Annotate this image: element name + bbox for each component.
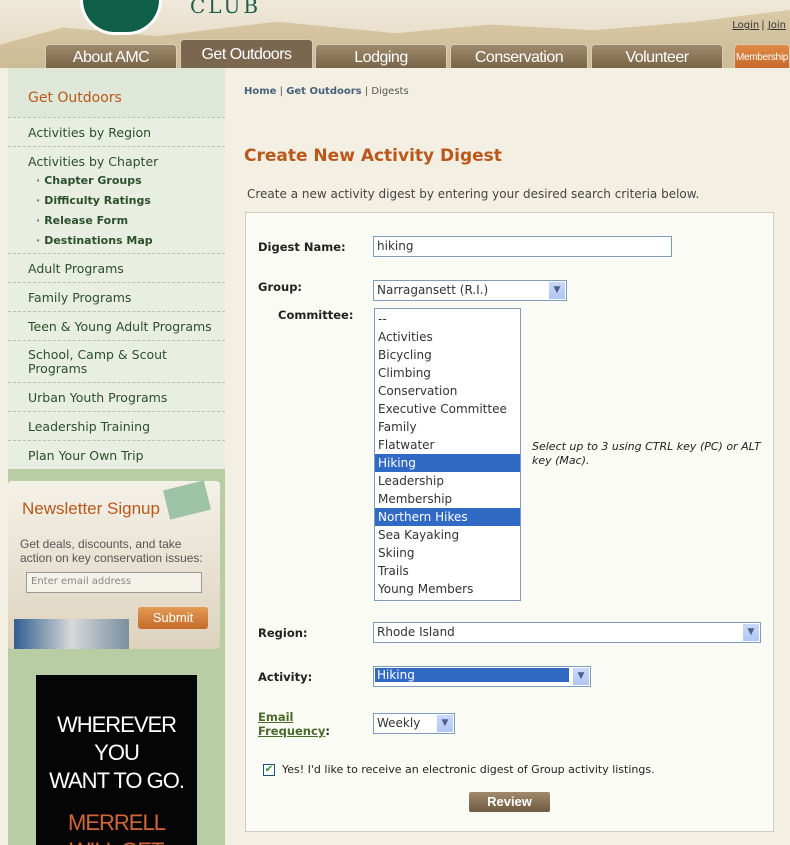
chevron-down-icon: ▼ [573, 668, 589, 685]
committee-option[interactable]: Skiing [378, 546, 415, 560]
sidebar-item-urban-youth[interactable]: Urban Youth Programs [8, 382, 225, 411]
page-intro: Create a new activity digest by entering… [247, 187, 700, 201]
join-link[interactable]: Join [767, 20, 786, 31]
tab-lodging[interactable]: Lodging [315, 44, 447, 68]
digest-name-label: Digest Name: [258, 240, 346, 254]
group-label: Group: [258, 280, 303, 294]
committee-label: Committee: [278, 308, 354, 322]
committee-listbox[interactable]: -- Activities Bicycling Climbing Conservatio… [374, 308, 521, 601]
chevron-down-icon: ▼ [437, 715, 453, 732]
email-frequency-link[interactable]: Frequency [258, 724, 326, 738]
committee-option[interactable]: Trails [378, 564, 409, 578]
committee-option[interactable]: Hiking [375, 454, 520, 472]
sidebar-item-plan-your-own-trip[interactable]: Plan Your Own Trip [8, 440, 225, 469]
email-frequency-select[interactable]: Weekly ▼ [373, 713, 455, 734]
amc-logo[interactable] [80, 0, 162, 35]
committee-option[interactable]: Family [378, 420, 417, 434]
login-link[interactable]: Login [732, 20, 760, 31]
ad-line: MERRELL [68, 810, 166, 835]
digest-form: Digest Name: hiking Group: Narragansett … [245, 212, 774, 832]
breadcrumb-get-outdoors[interactable]: Get Outdoors [286, 86, 362, 97]
chevron-down-icon: ▼ [549, 282, 565, 299]
envelope-icon [162, 480, 212, 520]
sidebar: Get Outdoors Activities by Region Activi… [8, 68, 225, 845]
newsletter-email-input[interactable]: Enter email address [26, 572, 202, 593]
activity-label: Activity: [258, 670, 313, 684]
breadcrumb-home[interactable]: Home [244, 86, 277, 97]
opt-in-checkbox[interactable]: ✔ [263, 764, 275, 776]
sidebar-item-adult-programs[interactable]: Adult Programs [8, 253, 225, 282]
breadcrumb-current: Digests [371, 86, 409, 97]
newsletter-title: Newsletter Signup [22, 499, 160, 518]
newsletter-text: Get deals, discounts, and take action on… [20, 537, 203, 565]
tab-get-outdoors[interactable]: Get Outdoors [180, 39, 313, 68]
club-wordmark: CLUB [190, 0, 262, 18]
check-icon: ✔ [264, 764, 274, 775]
committee-hint: Select up to 3 using CTRL key (PC) or AL… [532, 440, 761, 467]
newsletter-signup: Newsletter Signup Get deals, discounts, … [8, 480, 220, 649]
sidebar-subitem-release-form[interactable]: · Release Form [8, 211, 225, 231]
ad-line: WILL GET [36, 837, 197, 845]
committee-option[interactable]: Conservation [378, 384, 458, 398]
committee-option[interactable]: Northern Hikes [375, 508, 520, 526]
committee-option[interactable]: Executive Committee [378, 402, 507, 416]
email-frequency-link[interactable]: Email [258, 710, 294, 724]
region-label: Region: [258, 626, 308, 640]
site-header: CLUB Login | Join About AMC Get Outdoors … [0, 0, 790, 68]
page-title: Create New Activity Digest [244, 146, 502, 166]
committee-option[interactable]: Bicycling [378, 348, 432, 362]
sidebar-subitem-destinations-map[interactable]: · Destinations Map [8, 231, 225, 253]
committee-option[interactable]: Climbing [378, 366, 431, 380]
sidebar-item-leadership-training[interactable]: Leadership Training [8, 411, 225, 440]
breadcrumb: Home | Get Outdoors | Digests [244, 86, 409, 97]
sidebar-item-family-programs[interactable]: Family Programs [8, 282, 225, 311]
ad-line: WANT TO GO. [49, 768, 185, 793]
chevron-down-icon: ▼ [743, 624, 759, 641]
sidebar-title[interactable]: Get Outdoors [28, 90, 122, 106]
newsletter-submit-button[interactable]: Submit [138, 607, 208, 629]
sidebar-subitem-difficulty-ratings[interactable]: · Difficulty Ratings [8, 191, 225, 211]
review-button[interactable]: Review [469, 792, 550, 812]
committee-option[interactable]: Flatwater [378, 438, 435, 452]
merrell-ad[interactable]: WHEREVER YOU WANT TO GO. MERRELL WILL GE… [36, 675, 197, 845]
sidebar-item-teen-programs[interactable]: Teen & Young Adult Programs [8, 311, 225, 340]
ad-line: WHEREVER YOU [56, 712, 177, 765]
committee-option[interactable]: Leadership [378, 474, 444, 488]
committee-option[interactable]: Membership [378, 492, 453, 506]
tab-about-amc[interactable]: About AMC [45, 44, 177, 68]
sidebar-item-activities-by-chapter[interactable]: Activities by Chapter [8, 146, 225, 171]
committee-option[interactable]: -- [378, 312, 387, 326]
tab-membership[interactable]: Membership [734, 44, 790, 68]
committee-option[interactable]: Sea Kayaking [378, 528, 460, 542]
sidebar-subitem-chapter-groups[interactable]: · Chapter Groups [8, 171, 225, 191]
tab-volunteer[interactable]: Volunteer [591, 44, 723, 68]
email-frequency-label: Email Frequency: [258, 710, 330, 738]
region-select[interactable]: Rhode Island ▼ [373, 622, 761, 643]
group-select[interactable]: Narragansett (R.I.) ▼ [373, 280, 567, 301]
sidebar-item-activities-by-region[interactable]: Activities by Region [8, 117, 225, 146]
committee-option[interactable]: Young Members [378, 582, 474, 596]
opt-in-label: Yes! I'd like to receive an electronic d… [282, 763, 655, 776]
sidebar-item-school-camp-scout[interactable]: School, Camp & Scout Programs [8, 340, 225, 382]
main-content: Home | Get Outdoors | Digests Create New… [225, 68, 790, 845]
tab-conservation[interactable]: Conservation [450, 44, 588, 68]
committee-option[interactable]: Activities [378, 330, 433, 344]
activity-select[interactable]: Hiking ▼ [373, 666, 591, 687]
newsletter-preview-image [14, 619, 129, 649]
digest-name-input[interactable]: hiking [373, 236, 672, 257]
